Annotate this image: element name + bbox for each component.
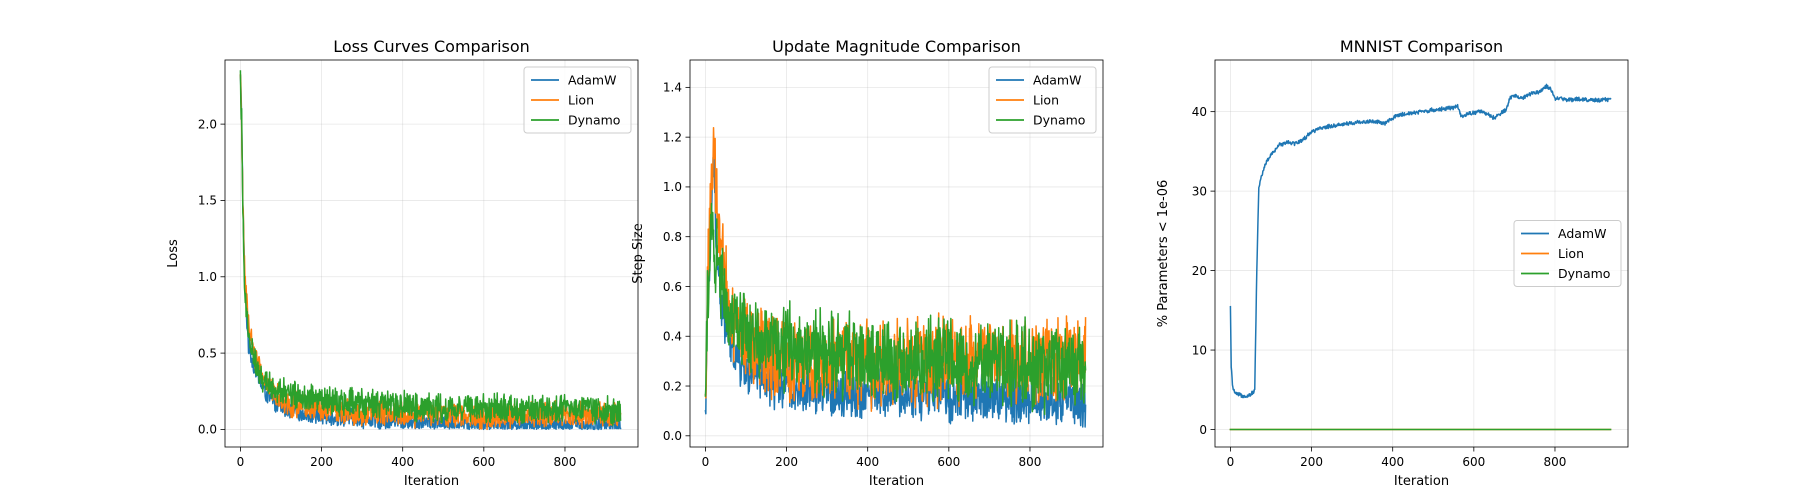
loss-xtick-label: 200 [310,455,333,469]
loss-axes-frame [224,59,639,448]
loss-ytick-label: 0.0 [198,423,217,437]
loss-legend-label-dynamo: Dynamo [568,113,620,128]
loss-x-axis-label: Iteration [404,474,459,489]
loss-xtick-label: 0 [237,455,245,469]
update-series-dynamo [704,202,1087,416]
mnnist-panel: 0 200 400 600 800 0 10 20 30 40 MNNIST Comparison I… [1156,37,1629,489]
update-ytick-label: 0.8 [663,230,682,244]
mnnist-ytick-label: 40 [1192,105,1207,119]
update-legend-label-lion: Lion [1033,93,1059,108]
loss-legend-label-adamw: AdamW [568,73,616,88]
mnnist-chart-title: MNNIST Comparison [1340,37,1503,56]
mnnist-x-axis-label: Iteration [1394,474,1449,489]
update-ytick-label: 1.0 [663,180,682,194]
mnnist-xtick-label: 600 [1462,455,1485,469]
mnnist-y-axis-label: % Parameters < 1e-06 [1156,180,1171,328]
loss-ytick-label: 1.0 [198,270,217,284]
mnnist-xtick-label: 400 [1381,455,1404,469]
loss-legend-frame [523,66,632,134]
mnnist-legend: AdamW Lion Dynamo [1513,220,1622,287]
loss-series-group [239,70,622,431]
mnnist-legend-label-dynamo: Dynamo [1558,266,1610,281]
loss-y-axis-label: Loss [166,239,181,268]
update-xtick-label: 800 [1019,455,1042,469]
mnnist-axes-frame [1214,59,1629,448]
loss-chart-title: Loss Curves Comparison [333,37,530,56]
mnnist-xtick-label: 0 [1227,455,1235,469]
loss-legend-label-lion: Lion [568,93,594,108]
update-xtick-label: 600 [937,455,960,469]
update-ytick-label: 1.2 [663,130,682,144]
loss-ytick-label: 1.5 [198,194,217,208]
update-xtick-label: 200 [775,455,798,469]
update-axes-frame [689,59,1104,448]
mnnist-series-adamw [1229,83,1612,399]
mnnist-xtick-label: 800 [1544,455,1567,469]
update-legend-label-dynamo: Dynamo [1033,113,1085,128]
mnnist-ytick-label: 30 [1192,184,1207,198]
update-legend-frame [988,66,1097,134]
loss-legend: AdamW Lion Dynamo [523,66,632,134]
update-y-axis-label: Step Size [631,223,646,283]
update-chart-title: Update Magnitude Comparison [772,37,1021,56]
update-ytick-label: 0.4 [663,330,682,344]
update-xtick-label: 400 [856,455,879,469]
loss-xtick-label: 600 [472,455,495,469]
mnnist-ytick-label: 10 [1192,343,1207,357]
mnnist-ytick-label: 20 [1192,264,1207,278]
loss-xtick-label: 400 [391,455,414,469]
update-ytick-label: 0.6 [663,280,682,294]
loss-ytick-label: 0.5 [198,346,217,360]
update-legend-label-adamw: AdamW [1033,73,1081,88]
mnnist-ytick-label: 0 [1199,423,1207,437]
mnnist-legend-label-adamw: AdamW [1558,226,1606,241]
update-xtick-label: 0 [702,455,710,469]
mnnist-xtick-label: 200 [1300,455,1323,469]
mnnist-legend-frame [1513,220,1622,287]
update-ytick-label: 1.4 [663,81,682,95]
mnnist-series-group [1229,83,1612,431]
update-panel: 0 200 400 600 800 0.0 0.2 0.4 0.6 0.8 1.0 1.2 1.4 Upd… [631,37,1104,489]
loss-panel: 0 200 400 600 800 0.0 0.5 1.0 1.5 2.0 Loss Curves … [166,37,639,489]
update-legend: AdamW Lion Dynamo [988,66,1097,134]
update-series-group [704,126,1087,428]
loss-ytick-label: 2.0 [198,117,217,131]
loss-xtick-label: 800 [554,455,577,469]
update-x-axis-label: Iteration [869,474,924,489]
mnnist-legend-label-lion: Lion [1558,246,1584,261]
loss-series-dynamo [239,70,622,427]
update-ytick-label: 0.2 [663,379,682,393]
update-ytick-label: 0.0 [663,429,682,443]
